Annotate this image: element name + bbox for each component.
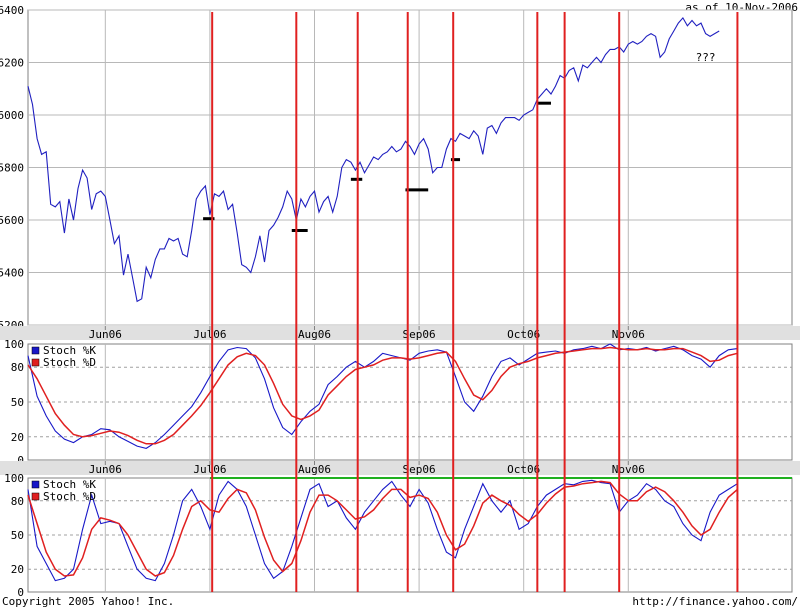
vertical-markers [211, 12, 739, 592]
y-tick-label: 20 [11, 563, 24, 576]
legend-swatch [31, 346, 40, 355]
month-axis-band [0, 326, 800, 340]
month-axis-band [0, 461, 800, 475]
y-tick-label: 5800 [0, 162, 24, 175]
month-label: Aug06 [298, 463, 331, 476]
month-label: Nov06 [612, 463, 645, 476]
month-label: Oct06 [507, 463, 540, 476]
y-tick-label: 6000 [0, 109, 24, 122]
y-tick-label: 100 [4, 338, 24, 351]
month-label: Jul06 [193, 328, 226, 341]
y-tick-label: 0 [17, 454, 24, 467]
month-label: Sep06 [403, 328, 436, 341]
copyright-text: Copyright 2005 Yahoo! Inc. [2, 595, 175, 608]
y-tick-label: 100 [4, 472, 24, 485]
legend-label: Stoch %D [43, 490, 96, 503]
y-tick-label: 50 [11, 529, 24, 542]
legend-swatch [31, 492, 40, 501]
month-label: Aug06 [298, 328, 331, 341]
source-url[interactable]: http://finance.yahoo.com/ [632, 595, 798, 608]
y-tick-label: 50 [11, 396, 24, 409]
legend-swatch [31, 480, 40, 489]
annotation-text: ??? [696, 51, 716, 64]
month-label: Sep06 [403, 463, 436, 476]
y-tick-label: 80 [11, 361, 24, 374]
month-label: Oct06 [507, 328, 540, 341]
legend-label: Stoch %D [43, 356, 96, 369]
y-tick-label: 80 [11, 495, 24, 508]
legend-swatch [31, 358, 40, 367]
month-label: Jun06 [89, 463, 122, 476]
month-label: Jul06 [193, 463, 226, 476]
y-tick-label: 5400 [0, 267, 24, 280]
legend-label: Stoch %K [43, 344, 96, 357]
legend-label: Stoch %K [43, 478, 96, 491]
y-tick-label: 20 [11, 431, 24, 444]
series-line-price [27, 16, 720, 303]
y-tick-label: 6200 [0, 57, 24, 70]
month-label: Jun06 [89, 328, 122, 341]
y-tick-label: 5600 [0, 214, 24, 227]
month-label: Nov06 [612, 328, 645, 341]
y-tick-label: 0 [17, 586, 24, 599]
y-tick-label: 6400 [0, 4, 24, 17]
